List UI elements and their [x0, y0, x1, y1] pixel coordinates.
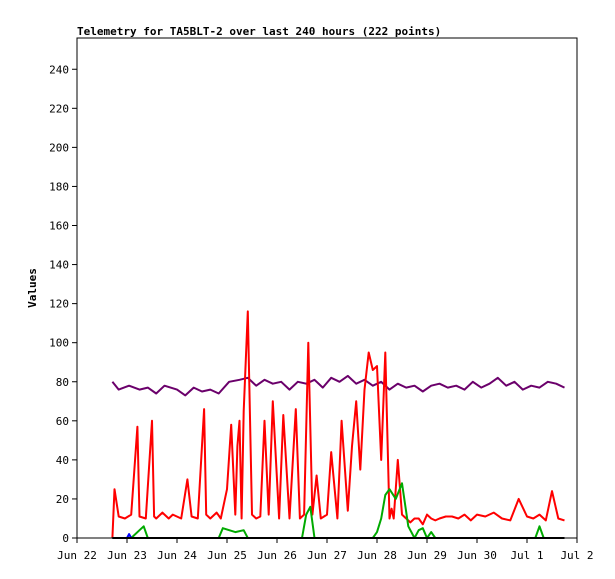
y-tick-label: 60	[56, 415, 69, 428]
x-tick-label: Jun 22	[57, 549, 97, 562]
y-tick-label: 160	[49, 220, 69, 233]
y-axis-ticks: 0 20 40 60 80 100 120 140 160 180 200 220 240	[49, 63, 77, 545]
y-tick-label: 20	[56, 493, 69, 506]
x-tick-label: Jun 26	[257, 549, 297, 562]
series-line-1	[111, 374, 565, 397]
x-axis-ticks: Jun 22 Jun 23 Jun 24 Jun 25 Jun 26 Jun 27 Jun …	[57, 538, 594, 562]
x-tick-label: Jun 27	[307, 549, 347, 562]
chart-title: Telemetry for TA5BLT-2 over last 240 hou…	[77, 25, 441, 38]
x-tick-label: Jul 1	[510, 549, 543, 562]
y-tick-label: 0	[62, 532, 69, 545]
series-line-3	[112, 482, 565, 539]
series-layer	[111, 310, 565, 539]
x-tick-label: Jun 24	[157, 549, 197, 562]
series-line-2	[111, 310, 565, 539]
y-tick-label: 200	[49, 141, 69, 154]
x-tick-label: Jun 29	[407, 549, 447, 562]
y-tick-label: 220	[49, 102, 69, 115]
y-axis-label: Values	[26, 268, 39, 308]
y-tick-label: 140	[49, 259, 69, 272]
x-tick-label: Jun 30	[457, 549, 497, 562]
y-tick-label: 40	[56, 454, 69, 467]
y-tick-label: 120	[49, 298, 69, 311]
x-tick-label: Jun 28	[357, 549, 397, 562]
x-tick-label: Jun 23	[107, 549, 147, 562]
x-tick-label: Jun 25	[207, 549, 247, 562]
y-tick-label: 80	[56, 376, 69, 389]
y-tick-label: 180	[49, 180, 69, 193]
y-tick-label: 240	[49, 63, 69, 76]
x-tick-label: Jul 2	[560, 549, 593, 562]
y-tick-label: 100	[49, 337, 69, 350]
